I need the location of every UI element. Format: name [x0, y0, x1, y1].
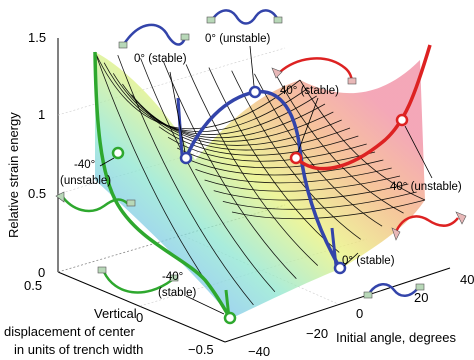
grid-z-1	[57, 47, 286, 116]
wireframe-line	[167, 136, 367, 162]
sketch-0-unstable	[206, 9, 283, 25]
wireframe-line	[208, 67, 340, 253]
wireframe-line	[185, 64, 319, 266]
sketch-40-unstable	[391, 211, 467, 241]
z-tick-05: 0.5	[28, 186, 46, 201]
marker-0b-stable	[333, 261, 347, 275]
grid-x-0	[169, 229, 339, 305]
annotation-0b-stable: 0° (stable)	[342, 255, 395, 267]
y-axis-label-line3: in units of trench width	[14, 342, 143, 357]
z-axis-label: Relative strain energy	[6, 112, 21, 238]
sketch-40-stable	[271, 57, 357, 85]
sketch-minus40-stable	[97, 266, 179, 294]
floor-back-edge	[57, 271, 226, 343]
marker-minus40-stable	[223, 311, 237, 325]
pointer-0b-stable	[343, 252, 359, 267]
wireframe-line	[204, 175, 401, 192]
marker-minus40-unstable	[111, 146, 125, 160]
wireframe-line	[186, 158, 384, 176]
x-tick-m20: −20	[306, 326, 328, 341]
sketch-0b-stable	[363, 283, 425, 299]
annotation-40-unstable: 40° (unstable)	[390, 181, 462, 193]
curve-minus40	[93, 51, 232, 319]
pointer-minus40-stable	[185, 295, 225, 315]
annotation-40-stable: 40° (stable)	[280, 85, 339, 97]
z-tick-1: 1	[38, 107, 45, 122]
pointer-40-unstable	[404, 125, 433, 179]
marker-40-unstable	[395, 113, 409, 127]
annotation-0-stable: 0° (stable)	[134, 53, 187, 65]
wireframe-line	[158, 126, 359, 156]
y-tick-m05: −0.5	[188, 342, 214, 357]
annotation-0-unstable: 0° (unstable)	[205, 33, 270, 45]
z-tick-0: 0	[38, 265, 45, 280]
curve-0	[184, 89, 342, 269]
pointer-40-stable	[297, 97, 319, 153]
wireframe-line	[140, 58, 276, 293]
annotation-minus40-stable-line1: -40°	[162, 271, 183, 283]
x-axis-label: Initial angle, degrees	[336, 330, 456, 345]
wireframe-line	[177, 147, 376, 169]
z-tick-15: 1.5	[28, 30, 46, 45]
energy-surface	[95, 52, 425, 318]
marker-40-stable	[289, 151, 303, 165]
wireframe-line	[231, 70, 361, 240]
wireframe-line	[299, 79, 426, 201]
curve-40	[294, 44, 432, 171]
x-tick-0: 0	[356, 306, 363, 321]
wireframe-line	[131, 94, 334, 142]
wireframe-line	[276, 76, 404, 214]
annotation-minus40-stable-line2: (stable)	[158, 287, 197, 299]
marker-0-stable	[179, 151, 193, 165]
stable-0b-needle	[330, 227, 338, 267]
pointer-0-unstable	[249, 45, 255, 87]
wireframe-line	[162, 61, 297, 279]
pointer-minus40-unstable	[99, 157, 115, 167]
y-tick-05: 0.5	[24, 278, 42, 293]
y-axis-label-line1: Vertical	[94, 306, 137, 321]
pointer-0-stable	[169, 71, 186, 153]
annotation-minus40-unstable-line1: -40°	[74, 159, 95, 171]
wireframe-line	[254, 73, 383, 227]
y-axis-label-line2: displacement of center	[4, 324, 135, 339]
wireframe-line	[213, 183, 409, 201]
wireframe-line	[222, 191, 417, 210]
annotation-minus40-unstable-line2: (unstable)	[60, 175, 111, 187]
marker-0-unstable	[248, 85, 262, 99]
x-tick-m40: −40	[248, 344, 270, 359]
sketch-minus40-unstable	[55, 191, 136, 213]
wireframe-line	[231, 199, 426, 220]
x-tick-40: 40	[460, 272, 474, 287]
y-tick-0: 0	[136, 310, 143, 325]
sketch-0-stable	[118, 23, 190, 49]
wireframe-line	[149, 115, 351, 151]
wireframe-line	[117, 54, 254, 306]
wireframe-line	[195, 167, 392, 184]
x-tick-20: 20	[414, 290, 428, 305]
floor-right-edge	[224, 267, 451, 343]
